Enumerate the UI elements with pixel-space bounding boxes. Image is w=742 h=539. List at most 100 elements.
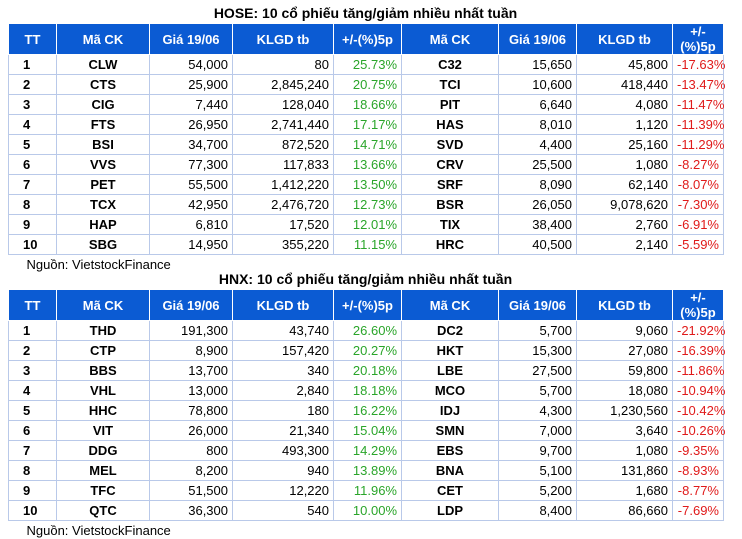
loser-symbol: EBS [402, 441, 499, 461]
column-header: Giá 19/06 [499, 290, 577, 321]
loser-volume: 9,078,620 [577, 195, 673, 215]
gainer-symbol: HAP [57, 215, 150, 235]
column-header: Mã CK [57, 24, 150, 55]
row-number: 1 [9, 55, 57, 75]
gainer-symbol: CLW [57, 55, 150, 75]
loser-change: -10.94% [673, 381, 724, 401]
gainer-change: 11.15% [334, 235, 402, 255]
gainer-price: 26,000 [150, 421, 233, 441]
gainer-price: 191,300 [150, 321, 233, 341]
loser-change: -11.39% [673, 115, 724, 135]
loser-price: 27,500 [499, 361, 577, 381]
loser-price: 5,200 [499, 481, 577, 501]
row-number: 3 [9, 361, 57, 381]
loser-volume: 1,080 [577, 441, 673, 461]
row-number: 1 [9, 321, 57, 341]
row-number: 6 [9, 155, 57, 175]
gainer-price: 55,500 [150, 175, 233, 195]
loser-price: 6,640 [499, 95, 577, 115]
gainer-change: 17.17% [334, 115, 402, 135]
loser-change: -10.26% [673, 421, 724, 441]
column-header: KLGD tb [233, 290, 334, 321]
loser-symbol: TIX [402, 215, 499, 235]
gainer-change: 20.18% [334, 361, 402, 381]
loser-symbol: BSR [402, 195, 499, 215]
row-number: 10 [9, 235, 57, 255]
gainer-volume: 540 [233, 501, 334, 521]
loser-change: -11.29% [673, 135, 724, 155]
loser-volume: 25,160 [577, 135, 673, 155]
row-number: 9 [9, 215, 57, 235]
loser-price: 25,500 [499, 155, 577, 175]
gainer-price: 78,800 [150, 401, 233, 421]
gainer-symbol: VHL [57, 381, 150, 401]
gainer-symbol: DDG [57, 441, 150, 461]
gainer-change: 12.01% [334, 215, 402, 235]
column-header: +/-(%)5p [673, 24, 724, 55]
gainer-volume: 355,220 [233, 235, 334, 255]
gainer-change: 13.89% [334, 461, 402, 481]
gainer-change: 20.75% [334, 75, 402, 95]
gainer-volume: 2,845,240 [233, 75, 334, 95]
column-header: Mã CK [402, 290, 499, 321]
hnx-title: HNX: 10 cổ phiếu tăng/giảm nhiều nhất tu… [8, 270, 723, 289]
gainer-symbol: TCX [57, 195, 150, 215]
column-header: +/-(%)5p [673, 290, 724, 321]
loser-price: 7,000 [499, 421, 577, 441]
gainer-symbol: CIG [57, 95, 150, 115]
loser-symbol: HRC [402, 235, 499, 255]
loser-change: -16.39% [673, 341, 724, 361]
gainer-change: 16.22% [334, 401, 402, 421]
gainer-volume: 1,412,220 [233, 175, 334, 195]
loser-change: -10.42% [673, 401, 724, 421]
loser-price: 8,090 [499, 175, 577, 195]
gainer-change: 10.00% [334, 501, 402, 521]
gainer-price: 26,950 [150, 115, 233, 135]
loser-price: 5,700 [499, 381, 577, 401]
gainer-volume: 940 [233, 461, 334, 481]
loser-price: 5,700 [499, 321, 577, 341]
gainer-symbol: CTS [57, 75, 150, 95]
loser-volume: 1,680 [577, 481, 673, 501]
loser-change: -13.47% [673, 75, 724, 95]
row-number: 10 [9, 501, 57, 521]
gainer-change: 18.66% [334, 95, 402, 115]
loser-change: -17.63% [673, 55, 724, 75]
loser-volume: 1,080 [577, 155, 673, 175]
column-header: KLGD tb [577, 290, 673, 321]
column-header: TT [9, 290, 57, 321]
gainer-change: 11.96% [334, 481, 402, 501]
row-number: 4 [9, 115, 57, 135]
loser-volume: 1,120 [577, 115, 673, 135]
gainer-price: 42,950 [150, 195, 233, 215]
hose-title: HOSE: 10 cổ phiếu tăng/giảm nhiều nhất t… [8, 4, 723, 23]
loser-symbol: TCI [402, 75, 499, 95]
loser-symbol: HAS [402, 115, 499, 135]
loser-volume: 2,760 [577, 215, 673, 235]
loser-volume: 131,860 [577, 461, 673, 481]
gainer-symbol: TFC [57, 481, 150, 501]
loser-volume: 3,640 [577, 421, 673, 441]
gainer-volume: 17,520 [233, 215, 334, 235]
column-header: KLGD tb [233, 24, 334, 55]
loser-volume: 2,140 [577, 235, 673, 255]
gainer-symbol: THD [57, 321, 150, 341]
column-header: TT [9, 24, 57, 55]
loser-price: 5,100 [499, 461, 577, 481]
loser-change: -7.30% [673, 195, 724, 215]
gainer-symbol: HHC [57, 401, 150, 421]
gainer-volume: 157,420 [233, 341, 334, 361]
column-header: Mã CK [57, 290, 150, 321]
gainer-symbol: SBG [57, 235, 150, 255]
loser-volume: 45,800 [577, 55, 673, 75]
